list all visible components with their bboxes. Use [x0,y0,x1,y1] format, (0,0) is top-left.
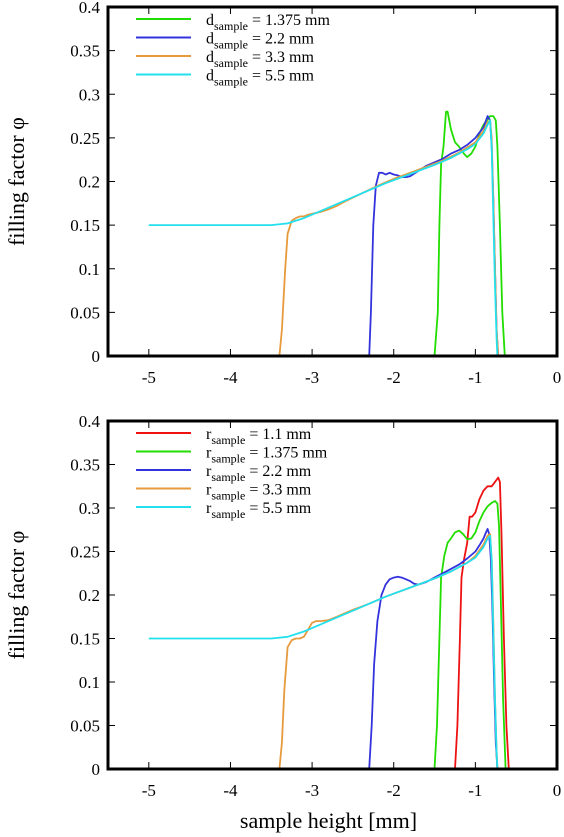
legend-entry: rsample = 3.3 mm [206,482,312,503]
x-tick-label: -3 [305,368,319,387]
legend-entry: rsample = 5.5 mm [206,500,312,521]
series-line [148,119,499,357]
y-tick-label: 0.3 [79,499,100,518]
plot-frame [106,419,559,771]
x-tick-label: -5 [142,781,156,800]
x-tick-label: -2 [387,781,401,800]
legend-entry-symbol: d [206,49,214,66]
y-tick-label: 0.2 [79,173,100,192]
legend-entry: dsample = 2.2 mm [206,31,314,52]
legend-entry-subscript: sample [214,56,248,70]
series-line [368,528,499,770]
plot-frame [106,5,559,358]
legend-entry: rsample = 1.1 mm [206,426,312,447]
series-line [433,110,506,357]
legend-entry-subscript: sample [211,452,245,466]
legend-entry-value: = 1.375 mm [245,445,327,462]
y-tick-label: 0.4 [79,412,101,431]
legend-entry-symbol: r [206,463,212,480]
legend-entry-subscript: sample [211,489,245,503]
y-tick-label: 0.2 [79,586,100,605]
x-tick-label: 0 [553,368,562,387]
x-tick-label: -4 [223,368,238,387]
y-tick-label: 0.05 [70,717,100,736]
legend-entry-symbol: d [206,31,214,48]
y-tick-label: 0.25 [70,543,100,562]
legend-entry-subscript: sample [211,507,245,521]
y-tick-label: 0.25 [70,129,100,148]
x-axis-label: sample height [mm] [240,808,417,833]
x-tick-label: -2 [387,368,401,387]
y-tick-label: 0.1 [79,673,100,692]
y-tick-label: 0.15 [70,630,100,649]
series-line [278,533,499,770]
top-panel: 0 0.05 0.1 0.15 0.2 0.25 0.3 0.35 0.4 -5 -4 -3 -2 -1 0… [4,0,561,387]
y-axis-label: filling factor φ [4,531,29,660]
legend-entry-subscript: sample [214,38,248,52]
series-line [368,115,500,357]
y-tick-label: 0.15 [70,216,100,235]
legend-entry: rsample = 1.375 mm [206,445,328,466]
x-tick-label: -3 [305,781,319,800]
legend-entry-subscript: sample [211,470,245,484]
legend-entry-symbol: r [206,426,212,443]
y-tick-label: 0 [92,347,101,366]
series-line [454,476,510,770]
legend-entry: dsample = 1.375 mm [206,12,330,33]
x-tick-label: -4 [223,781,238,800]
y-tick-label: 0.3 [79,85,100,104]
x-tick-label: -1 [468,781,482,800]
y-tick-label: 0 [92,760,101,779]
legend-entry: dsample = 3.3 mm [206,49,314,70]
legend-entry-value: = 5.5 mm [245,500,311,517]
x-tick-label: -5 [142,368,156,387]
y-tick-label: 0.1 [79,260,100,279]
legend-entry-value: = 3.3 mm [245,482,311,499]
series-line [148,534,499,770]
legend-entry: rsample = 2.2 mm [206,463,312,484]
y-tick-label: 0.05 [70,303,100,322]
legend-entry-value: = 3.3 mm [248,49,314,66]
y-axis-label: filling factor φ [4,117,29,246]
legend-entry-symbol: r [206,500,212,517]
legend-entry-value: = 2.2 mm [245,463,311,480]
legend-entry-value: = 1.1 mm [245,426,311,443]
legend-entry-symbol: d [206,68,214,85]
legend-entry-symbol: d [206,12,214,29]
series-line [433,500,507,770]
legend-entry-value: = 1.375 mm [248,12,330,29]
legend-entry-symbol: r [206,445,212,462]
legend-entry: dsample = 5.5 mm [206,68,314,89]
y-tick-label: 0.35 [70,456,100,475]
legend-entry-subscript: sample [211,433,245,447]
legend-entry-subscript: sample [214,19,248,33]
x-tick-label: 0 [553,781,562,800]
bottom-panel: 0 0.05 0.1 0.15 0.2 0.25 0.3 0.35 0.4 -5 -4 -3 -2 -1 0… [4,412,561,833]
legend-entry-value: = 5.5 mm [248,68,314,85]
y-tick-label: 0.35 [70,42,100,61]
x-tick-label: -1 [468,368,482,387]
legend-entry-value: = 2.2 mm [248,31,314,48]
legend-entry-subscript: sample [214,75,248,89]
y-tick-label: 0.4 [79,0,101,17]
legend-entry-symbol: r [206,482,212,499]
